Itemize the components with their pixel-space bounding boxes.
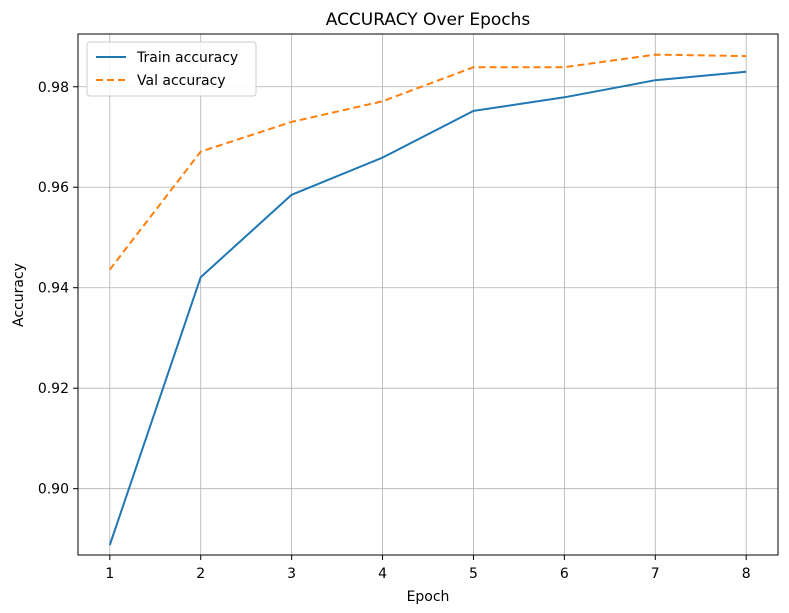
legend: Train accuracy Val accuracy: [86, 41, 257, 97]
y-axis-ticks: 0.90 0.92 0.94 0.96 0.98: [38, 80, 78, 498]
series-line-val-accuracy: [109, 53, 747, 271]
chart-title: ACCURACY Over Epochs: [326, 10, 531, 30]
series-lines: [108, 53, 747, 546]
x-tick-label: 7: [651, 566, 660, 582]
x-axis-ticks: 1 2 3 4 5 6 7 8: [105, 555, 751, 582]
legend-box: [86, 41, 257, 97]
x-tick-label: 4: [378, 566, 387, 582]
y-tick-label: 0.98: [38, 80, 69, 96]
grid: [78, 34, 778, 555]
x-tick-label: 1: [105, 566, 114, 582]
y-tick-label: 0.96: [38, 180, 69, 196]
legend-label: Val accuracy: [137, 73, 226, 89]
y-tick-label: 0.90: [38, 482, 69, 498]
x-tick-label: 6: [560, 566, 569, 582]
series-line-train-accuracy: [108, 70, 747, 546]
plot-frame: [77, 33, 779, 556]
x-tick-label: 5: [469, 566, 478, 582]
x-tick-label: 2: [196, 566, 205, 582]
y-axis-label: Accuracy: [11, 263, 27, 327]
x-tick-label: 3: [287, 566, 296, 582]
x-axis-label: Epoch: [407, 589, 450, 605]
legend-label: Train accuracy: [136, 50, 238, 66]
y-tick-label: 0.92: [38, 381, 69, 397]
y-tick-label: 0.94: [38, 281, 69, 297]
x-tick-label: 8: [742, 566, 751, 582]
